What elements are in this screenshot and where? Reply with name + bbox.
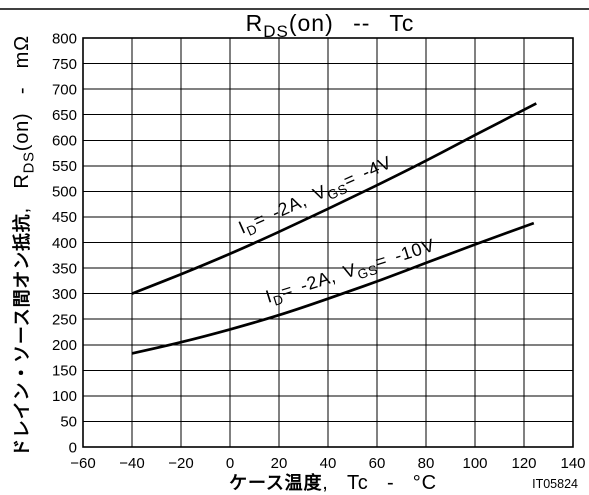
y-tick-label: 100 [52, 388, 77, 405]
x-axis-ticks: −60 −40 −20 0 20 40 60 80 100 120 140 [70, 455, 585, 472]
text-run: R [246, 10, 264, 36]
x-tick-label: 140 [560, 455, 585, 472]
x-tick-label: 60 [369, 455, 386, 472]
x-tick-label: −40 [119, 455, 144, 472]
subscript: D [271, 291, 285, 308]
text-run: (on) -- Tc [289, 10, 415, 36]
y-tick-label: 750 [52, 56, 77, 73]
y-tick-label: 600 [52, 133, 77, 150]
y-tick-label: 200 [52, 337, 77, 354]
text-run: = -4V [341, 152, 395, 191]
x-tick-label: 20 [271, 455, 288, 472]
y-tick-label: 250 [52, 311, 77, 328]
text-run: , [11, 189, 33, 214]
y-tick-label: 800 [52, 30, 77, 47]
subscript: DS [263, 22, 289, 41]
x-tick-label: 100 [462, 455, 487, 472]
x-tick-label: 120 [511, 455, 536, 472]
series-line-2 [131, 221, 535, 355]
x-tick-label: −20 [168, 455, 193, 472]
series-label-2: ID= -2A, VGS= -10V [263, 235, 438, 311]
x-tick-label: 40 [320, 455, 337, 472]
text-run: = -10V [373, 235, 438, 273]
text-run: V [341, 259, 359, 282]
y-axis-label: ドレイン・ソース間オン抵抗, RDS(on) - mΩ [11, 35, 37, 457]
figure-code: IT05824 [532, 477, 578, 491]
subscript: DS [21, 151, 37, 173]
y-tick-label: 150 [52, 363, 77, 380]
y-tick-label: 650 [52, 107, 77, 124]
x-tick-label: −60 [70, 455, 95, 472]
text-run: ドレイン・ソース間オン抵抗 [11, 213, 32, 457]
text-run: R [11, 173, 33, 188]
y-tick-label: 450 [52, 209, 77, 226]
y-tick-label: 50 [60, 414, 77, 431]
series-labels: ID = -2A, VGS = -4V ID= -2A, VGS= -10V [235, 152, 438, 311]
plot-area [82, 37, 574, 448]
text-run: , Tc - °C [322, 472, 437, 494]
text-run: (on) - mΩ [11, 35, 33, 151]
series-line-1 [131, 102, 537, 295]
y-tick-label: 0 [69, 439, 77, 456]
y-tick-label: 400 [52, 235, 77, 252]
text-run: = -2A, [250, 186, 318, 231]
y-tick-label: 350 [52, 260, 77, 277]
x-tick-label: 80 [418, 455, 435, 472]
y-tick-label: 550 [52, 158, 77, 175]
y-tick-label: 700 [52, 81, 77, 98]
subscript: GS [356, 262, 380, 283]
x-axis-label: ケース温度, Tc - °C [229, 472, 437, 494]
y-axis-ticks: 0 50 100 150 200 250 300 350 400 450 500 550 600 650 7… [52, 30, 77, 456]
y-tick-label: 300 [52, 286, 77, 303]
series-lines [131, 102, 537, 355]
grid [83, 38, 573, 447]
text-run: I [263, 286, 275, 307]
x-tick-label: 0 [226, 455, 234, 472]
y-tick-label: 500 [52, 184, 77, 201]
text-run: ケース温度 [229, 472, 322, 493]
chart-title: RDS(on) -- Tc [246, 10, 415, 41]
